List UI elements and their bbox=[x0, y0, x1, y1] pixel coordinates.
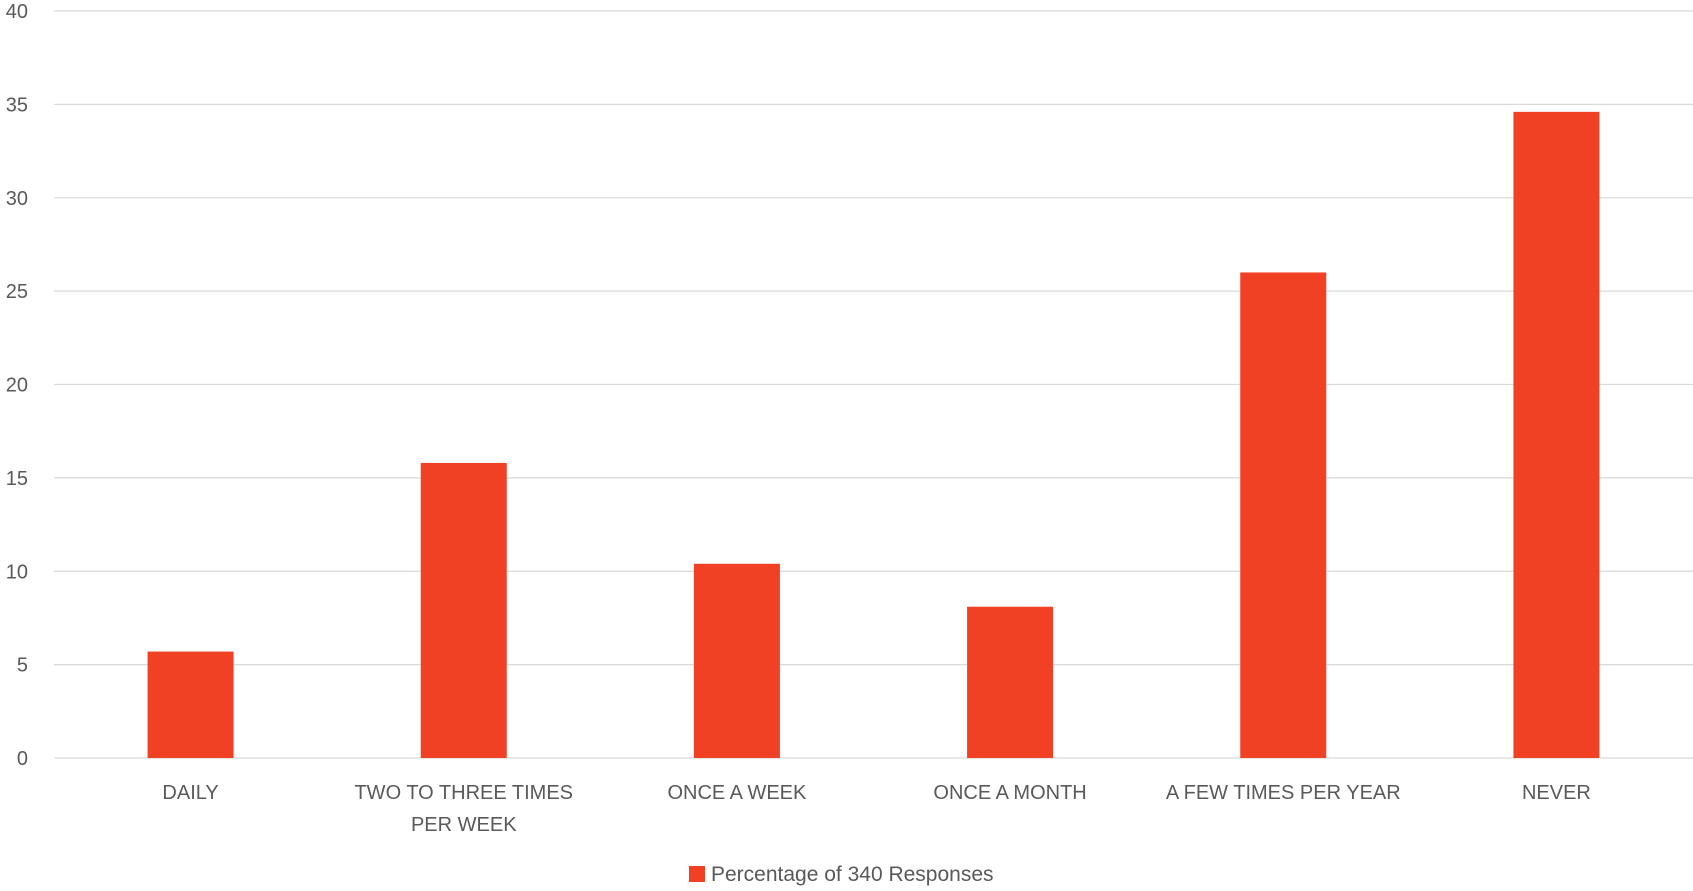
y-tick-label: 40 bbox=[6, 1, 28, 23]
bar bbox=[420, 462, 507, 758]
legend-label: Percentage of 340 Responses bbox=[711, 863, 994, 886]
y-tick-label: 10 bbox=[6, 561, 28, 583]
y-axis-ticks: 0 5 10 15 20 25 30 35 40 bbox=[6, 1, 28, 770]
x-tick-label: NEVER bbox=[1522, 782, 1591, 804]
bar bbox=[1513, 111, 1600, 759]
gridlines bbox=[54, 10, 1693, 759]
bar bbox=[147, 651, 234, 758]
x-tick-label: A FEW TIMES PER YEAR bbox=[1166, 782, 1401, 804]
y-tick-label: 25 bbox=[6, 281, 28, 303]
x-tick-label: PER WEEK bbox=[411, 814, 517, 836]
bar bbox=[1240, 272, 1327, 758]
x-tick-label: ONCE A MONTH bbox=[933, 782, 1086, 804]
y-tick-label: 20 bbox=[6, 375, 28, 397]
legend: Percentage of 340 Responses bbox=[689, 863, 994, 886]
x-axis-labels: DAILY TWO TO THREE TIMES PER WEEK ONCE A WE… bbox=[162, 782, 1590, 836]
x-tick-label: DAILY bbox=[162, 782, 218, 804]
x-tick-label: ONCE A WEEK bbox=[667, 782, 807, 804]
legend-swatch bbox=[689, 866, 705, 882]
y-tick-label: 0 bbox=[17, 748, 28, 770]
y-tick-label: 15 bbox=[6, 468, 28, 490]
bar bbox=[967, 606, 1054, 758]
bar bbox=[693, 563, 780, 758]
y-tick-label: 5 bbox=[17, 655, 28, 677]
y-tick-label: 35 bbox=[6, 94, 28, 116]
bars bbox=[147, 111, 1600, 759]
x-tick-label: TWO TO THREE TIMES bbox=[354, 782, 573, 804]
y-tick-label: 30 bbox=[6, 188, 28, 210]
